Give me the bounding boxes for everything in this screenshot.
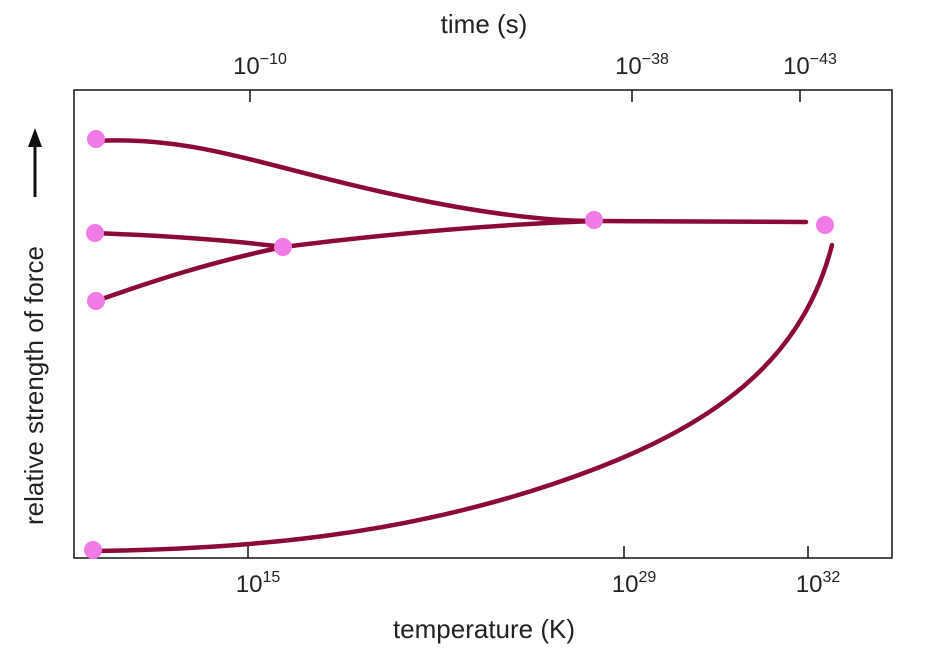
top-axis-label: time (s): [441, 9, 528, 39]
marker-all-unification: [816, 216, 834, 234]
marker-grand-unification: [585, 211, 603, 229]
y-axis-label-group: relative strength of force: [19, 246, 49, 525]
top-ticks: 10−10 10−38 10−43: [233, 51, 837, 102]
top-tick-label-0: 10−10: [233, 51, 287, 80]
markers: [84, 130, 834, 559]
y-axis-label: relative strength of force: [19, 246, 49, 525]
plot-frame: [73, 89, 893, 559]
bottom-tick-label-2: 1032: [796, 569, 841, 598]
marker-electroweak-unification: [274, 238, 292, 256]
top-tick-label-2: 10−43: [783, 51, 837, 80]
unified-force-curve: [591, 218, 809, 225]
y-axis-arrow-head: [28, 128, 42, 147]
strong-force-curve: [93, 138, 597, 224]
electroweak-force-curve: [280, 218, 597, 250]
marker-strong-start: [87, 130, 105, 148]
weak-force-curve: [93, 244, 286, 304]
electromagnetic-force-curve: [92, 230, 286, 250]
curves: [90, 138, 835, 554]
gravity-force-curve: [90, 242, 835, 554]
marker-weak-start: [87, 292, 105, 310]
top-tick-label-1: 10−38: [615, 51, 669, 80]
marker-electromagnetic-start: [86, 224, 104, 242]
bottom-tick-label-1: 1029: [612, 569, 657, 598]
bottom-tick-label-0: 1015: [236, 569, 281, 598]
bottom-ticks: 1015 1029 1032: [236, 546, 841, 598]
bottom-axis-label: temperature (K): [393, 614, 575, 644]
marker-gravity-start: [84, 541, 102, 559]
